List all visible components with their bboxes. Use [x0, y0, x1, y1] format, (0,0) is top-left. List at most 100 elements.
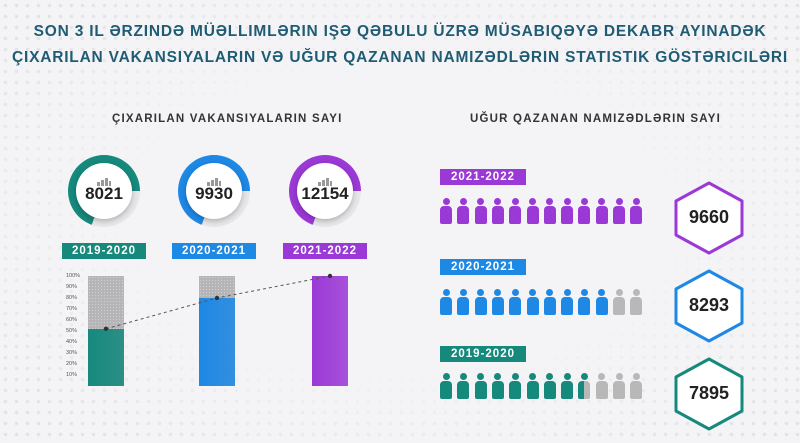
hexagon-border [674, 181, 744, 255]
person-head [598, 373, 606, 380]
person-body [440, 381, 452, 399]
person-icon [457, 289, 470, 315]
person-body [613, 297, 625, 315]
person-body [630, 206, 643, 224]
bar-fill [312, 276, 348, 386]
y-tick-label: 10% [66, 372, 78, 378]
person-head [529, 289, 536, 296]
person-head [459, 198, 467, 205]
person-icon [561, 289, 574, 315]
person-head [477, 373, 485, 380]
person-icon [457, 373, 470, 399]
candidate-count-hexagon [674, 269, 744, 343]
person-body [457, 206, 470, 224]
person-head [632, 373, 640, 380]
vacancies-section-title: Çıxarılan vakansiyaların sayı [112, 113, 343, 125]
page-title-line-2: çıxarılan vakansiyaların və uğur qazanan… [11, 49, 789, 66]
person-body [595, 206, 608, 224]
year-tag: 2020-2021 [172, 243, 256, 259]
person-body [457, 297, 470, 315]
vacancy-count-value: 9930 [195, 184, 233, 203]
person-icon [543, 198, 556, 224]
person-icon [509, 373, 522, 399]
person-icon [526, 373, 539, 399]
candidate-count-value: 7895 [688, 383, 730, 403]
person-head [632, 289, 640, 296]
person-head [494, 198, 502, 205]
person-body [509, 297, 522, 315]
y-tick-label: 100% [66, 273, 81, 279]
person-icon [491, 373, 504, 399]
person-icon [440, 198, 452, 224]
y-tick-label: 40% [66, 339, 78, 345]
person-icon [526, 289, 539, 315]
person-icon [543, 289, 556, 315]
person-body [578, 206, 591, 224]
person-head [459, 289, 467, 296]
person-icon [630, 289, 643, 315]
hexagon-border [674, 269, 744, 343]
person-body [630, 297, 643, 315]
trend-point [214, 295, 220, 301]
y-tick-label: 20% [66, 361, 78, 367]
person-head [598, 289, 606, 296]
person-head [580, 373, 588, 380]
vacancy-count-value: 8021 [85, 184, 123, 203]
y-tick-label: 70% [66, 306, 78, 312]
person-body [595, 381, 608, 399]
person-icon [543, 373, 556, 399]
person-body [578, 381, 591, 399]
person-head [615, 198, 623, 205]
person-body [561, 297, 574, 315]
bar-fill [88, 328, 124, 386]
candidate-count-hexagon [674, 357, 744, 431]
trend-line [105, 275, 331, 330]
person-head [546, 289, 554, 296]
person-icon [578, 198, 591, 224]
person-head [546, 373, 554, 380]
person-head [477, 198, 485, 205]
person-icon [491, 198, 504, 224]
candidate-count-hexagon [674, 181, 744, 255]
vacancy-count-circle: 12154 [297, 163, 353, 219]
y-tick-label: 50% [66, 328, 78, 334]
hexagon-border [674, 357, 744, 431]
person-body [474, 297, 487, 315]
vacancy-count-circle: 8021 [76, 163, 132, 219]
successful-candidates-section-title: Uğur qazanan namizədlərin sayı [470, 113, 721, 125]
person-icon [595, 373, 608, 399]
person-body [561, 381, 574, 399]
person-icon [474, 198, 487, 224]
person-head [598, 198, 606, 205]
person-body [457, 381, 470, 399]
person-body [509, 381, 522, 399]
vacancy-count-circle: 9930 [186, 163, 242, 219]
vacancy-count-ring: 12154 [289, 155, 361, 227]
person-icon [578, 373, 591, 399]
person-head [494, 373, 502, 380]
person-icon [595, 289, 608, 315]
person-body [578, 297, 591, 315]
y-tick-label: 90% [66, 284, 78, 290]
person-body [491, 381, 504, 399]
person-icon [613, 198, 625, 224]
person-head [442, 373, 450, 380]
person-head [529, 198, 536, 205]
person-head [494, 289, 502, 296]
person-head [442, 198, 450, 205]
person-body [526, 381, 539, 399]
person-icon [578, 289, 591, 315]
trend-point [327, 273, 333, 279]
person-body [595, 297, 608, 315]
bar-fill [199, 298, 235, 386]
person-head [632, 198, 640, 205]
person-head [580, 198, 588, 205]
person-head [563, 373, 571, 380]
person-icon [474, 289, 487, 315]
person-body [543, 297, 556, 315]
bar-chart-icon [318, 173, 332, 191]
person-head [459, 373, 467, 380]
person-icon [474, 373, 487, 399]
vacancy-count-ring: 9930 [178, 155, 250, 227]
